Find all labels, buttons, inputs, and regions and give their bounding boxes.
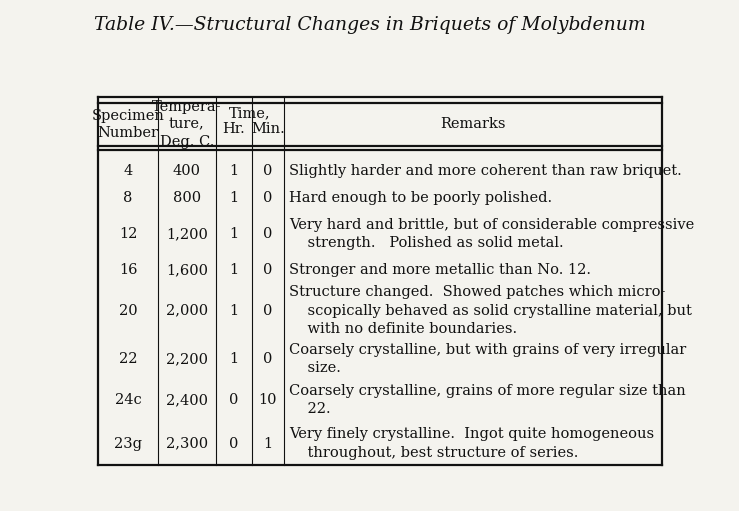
Text: Slightly harder and more coherent than raw briquet.: Slightly harder and more coherent than r… bbox=[289, 164, 681, 178]
Text: Time,: Time, bbox=[229, 106, 270, 120]
Text: 2,400: 2,400 bbox=[166, 393, 208, 407]
Text: 24c: 24c bbox=[115, 393, 142, 407]
Text: 0: 0 bbox=[229, 436, 238, 451]
Text: 16: 16 bbox=[119, 263, 137, 277]
Text: 0: 0 bbox=[263, 227, 273, 241]
Text: Table IV.—Structural Changes in Briquets of Molybdenum: Table IV.—Structural Changes in Briquets… bbox=[94, 16, 645, 34]
Text: 1: 1 bbox=[229, 191, 238, 205]
Text: 1,600: 1,600 bbox=[166, 263, 208, 277]
Text: 12: 12 bbox=[119, 227, 137, 241]
Text: Specimen
Number: Specimen Number bbox=[92, 109, 165, 140]
Text: 0: 0 bbox=[263, 191, 273, 205]
Text: 23g: 23g bbox=[114, 436, 142, 451]
Text: Stronger and more metallic than No. 12.: Stronger and more metallic than No. 12. bbox=[289, 263, 590, 277]
Text: 8: 8 bbox=[123, 191, 133, 205]
Text: 1: 1 bbox=[229, 227, 238, 241]
Text: 1,200: 1,200 bbox=[166, 227, 208, 241]
Text: 2,200: 2,200 bbox=[166, 352, 208, 366]
Text: 0: 0 bbox=[263, 263, 273, 277]
Text: 10: 10 bbox=[259, 393, 277, 407]
Text: Hard enough to be poorly polished.: Hard enough to be poorly polished. bbox=[289, 191, 552, 205]
Text: 22: 22 bbox=[119, 352, 137, 366]
Text: 2,300: 2,300 bbox=[166, 436, 208, 451]
Text: Coarsely crystalline, but with grains of very irregular
    size.: Coarsely crystalline, but with grains of… bbox=[289, 343, 686, 375]
Text: Min.: Min. bbox=[251, 122, 285, 136]
Text: 1: 1 bbox=[263, 436, 273, 451]
Text: 800: 800 bbox=[173, 191, 201, 205]
Text: Remarks: Remarks bbox=[440, 118, 506, 131]
Text: Very hard and brittle, but of considerable compressive
    strength.   Polished : Very hard and brittle, but of considerab… bbox=[289, 218, 694, 250]
Text: Coarsely crystalline, grains of more regular size than
    22.: Coarsely crystalline, grains of more reg… bbox=[289, 384, 686, 416]
Text: 20: 20 bbox=[119, 304, 137, 318]
Text: 2,000: 2,000 bbox=[166, 304, 208, 318]
Text: Tempera-
ture,
Deg. C.: Tempera- ture, Deg. C. bbox=[152, 100, 222, 149]
Text: 1: 1 bbox=[229, 304, 238, 318]
Text: Structure changed.  Showed patches which micro-
    scopically behaved as solid : Structure changed. Showed patches which … bbox=[289, 285, 692, 336]
Text: 400: 400 bbox=[173, 164, 201, 178]
Text: 1: 1 bbox=[229, 352, 238, 366]
Text: 1: 1 bbox=[229, 164, 238, 178]
Text: 1: 1 bbox=[229, 263, 238, 277]
Text: 0: 0 bbox=[263, 304, 273, 318]
Text: Very finely crystalline.  Ingot quite homogeneous
    throughout, best structure: Very finely crystalline. Ingot quite hom… bbox=[289, 427, 654, 460]
Text: Hr.: Hr. bbox=[222, 122, 245, 136]
Text: 0: 0 bbox=[263, 352, 273, 366]
Text: 4: 4 bbox=[123, 164, 133, 178]
Text: 0: 0 bbox=[229, 393, 238, 407]
Text: 0: 0 bbox=[263, 164, 273, 178]
